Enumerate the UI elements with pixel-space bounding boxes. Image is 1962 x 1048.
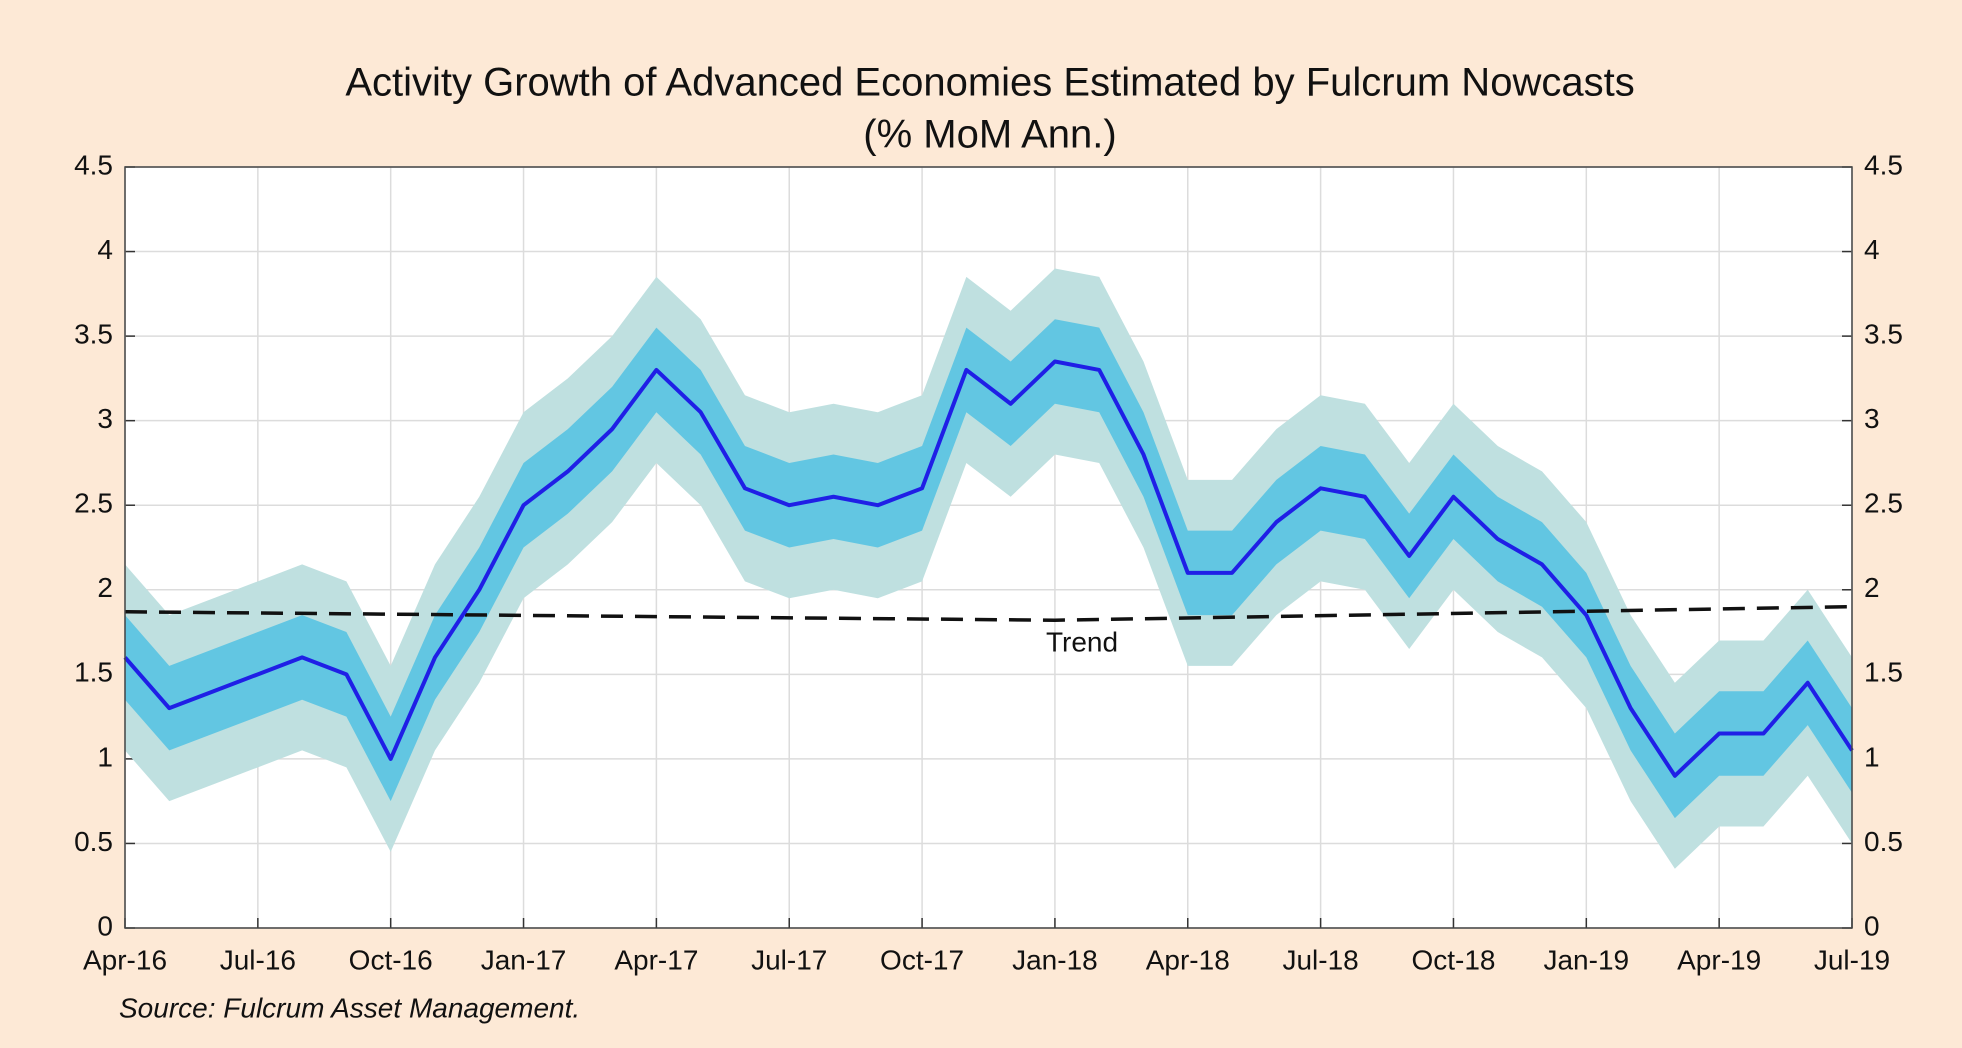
y2-tick-label: 2	[1864, 572, 1880, 603]
chart-title: Activity Growth of Advanced Economies Es…	[345, 61, 1634, 105]
y-tick-label: 4.5	[74, 149, 113, 180]
x-tick-label: Jul-16	[220, 944, 296, 975]
y2-tick-label: 3.5	[1864, 319, 1903, 350]
x-tick-label: Oct-16	[349, 944, 433, 975]
y2-tick-label: 2.5	[1864, 488, 1903, 519]
source-note: Source: Fulcrum Asset Management.	[119, 992, 580, 1023]
y2-tick-label: 4.5	[1864, 149, 1903, 180]
x-tick-label: Apr-18	[1146, 944, 1230, 975]
x-tick-label: Jul-19	[1814, 944, 1890, 975]
y2-tick-label: 1	[1864, 741, 1880, 772]
x-tick-label: Apr-16	[83, 944, 167, 975]
y2-tick-label: 3	[1864, 403, 1880, 434]
y2-tick-label: 1.5	[1864, 657, 1903, 688]
y-tick-label: 3	[97, 403, 113, 434]
x-tick-label: Jan-19	[1543, 944, 1629, 975]
trend-label: Trend	[1046, 626, 1118, 657]
y-tick-label: 4	[97, 234, 113, 265]
y-tick-label: 2.5	[74, 488, 113, 519]
uncertainty-band	[125, 319, 1852, 819]
series-line	[123, 359, 1854, 778]
y-tick-label: 2	[97, 572, 113, 603]
y-tick-label: 0.5	[74, 826, 113, 857]
y-tick-label: 1	[97, 741, 113, 772]
y-tick-label: 3.5	[74, 319, 113, 350]
y-tick-label: 0	[97, 910, 113, 941]
x-tick-label: Jan-18	[1012, 944, 1098, 975]
trend-line	[124, 604, 1853, 622]
chart-subtitle: (% MoM Ann.)	[863, 113, 1116, 157]
x-tick-label: Oct-18	[1411, 944, 1495, 975]
plot-frame	[124, 166, 1853, 929]
x-tick-label: Apr-17	[614, 944, 698, 975]
y2-tick-label: 4	[1864, 234, 1880, 265]
y-tick-label: 1.5	[74, 657, 113, 688]
x-tick-label: Apr-19	[1677, 944, 1761, 975]
y2-tick-label: 0.5	[1864, 826, 1903, 857]
x-tick-label: Jan-17	[481, 944, 567, 975]
uncertainty-band	[125, 268, 1852, 869]
y2-tick-label: 0	[1864, 910, 1880, 941]
x-tick-label: Jul-17	[751, 944, 827, 975]
x-tick-label: Jul-18	[1282, 944, 1358, 975]
x-tick-label: Oct-17	[880, 944, 964, 975]
